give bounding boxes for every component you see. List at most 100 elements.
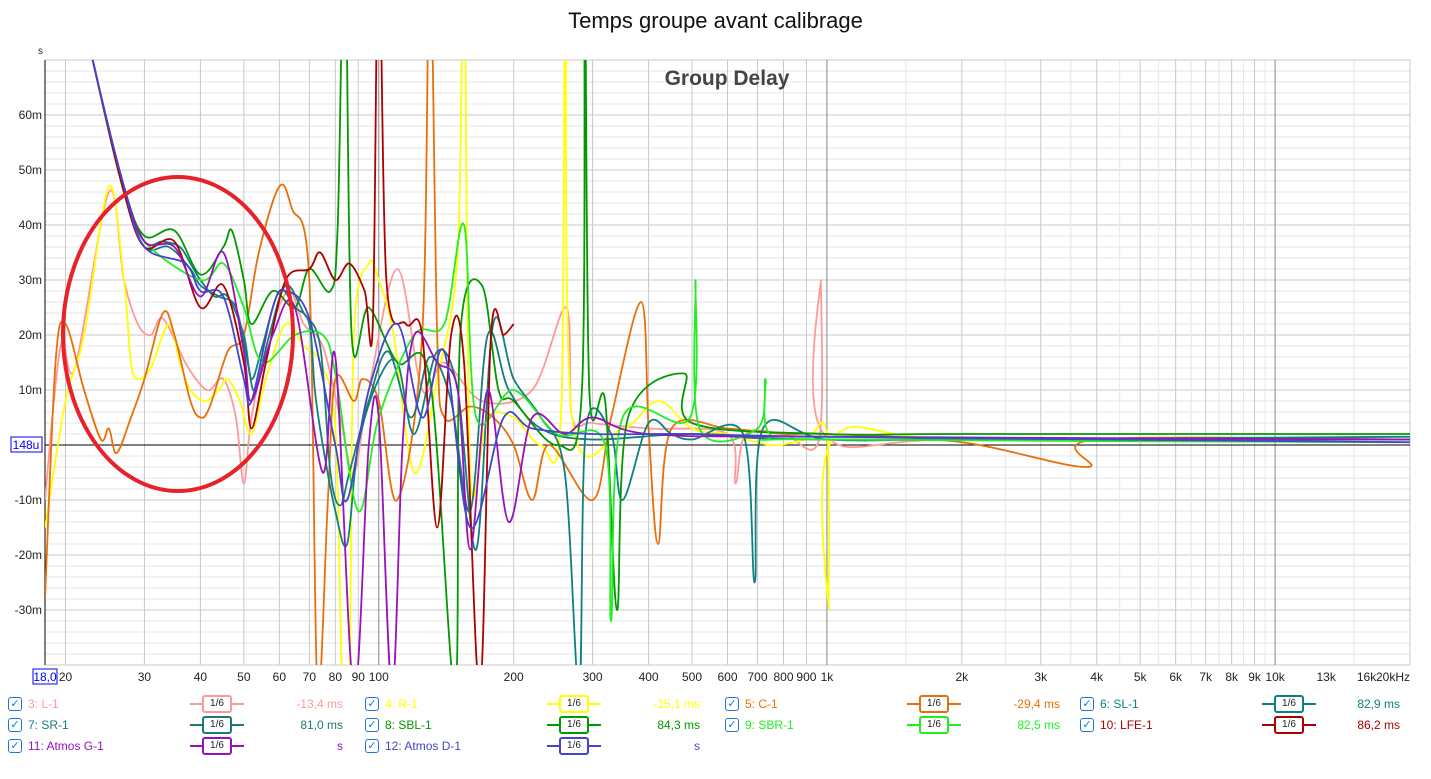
smoothing-button[interactable]: 1/6 xyxy=(559,695,589,713)
smoothing-button[interactable]: 1/6 xyxy=(559,737,589,755)
checkbox[interactable]: ✓ xyxy=(8,697,22,711)
x-start-label: 18,0 xyxy=(33,670,57,684)
legend-item: ✓ 5: C-1 1/6 -29,4 ms xyxy=(725,695,1070,713)
x-tick-label: 1k xyxy=(821,670,835,684)
x-tick-label: 900 xyxy=(796,670,816,684)
legend-label: 9: SBR-1 xyxy=(745,718,794,732)
legend-value: -29,4 ms xyxy=(1013,697,1060,711)
series-line-9-sbr-1 xyxy=(91,60,1410,622)
x-tick-label: 90 xyxy=(352,670,366,684)
legend-value: s xyxy=(694,739,700,753)
smoothing-button[interactable]: 1/6 xyxy=(919,695,949,713)
smoothing-button[interactable]: 1/6 xyxy=(202,737,232,755)
legend-label: 8: SBL-1 xyxy=(385,718,432,732)
legend-item: ✓ 6: SL-1 1/6 82,9 ms xyxy=(1080,695,1425,713)
legend-value: 86,2 ms xyxy=(1357,718,1400,732)
checkbox[interactable]: ✓ xyxy=(365,739,379,753)
y-marker-box[interactable] xyxy=(10,436,43,453)
x-tick-label: 7k xyxy=(1199,670,1213,684)
legend-item: ✓ 7: SR-1 1/6 81,0 ms xyxy=(8,716,353,734)
legend-value: 84,3 ms xyxy=(657,718,700,732)
legend-item: ✓ 4: R-1 1/6 -15,1 ms xyxy=(365,695,710,713)
legend-value: -13,4 ms xyxy=(296,697,343,711)
annotation-ellipse xyxy=(61,175,295,493)
legend-value: s xyxy=(337,739,343,753)
checkbox[interactable]: ✓ xyxy=(725,697,739,711)
x-tick-label: 500 xyxy=(682,670,702,684)
series-line-11-atmos-g-1 xyxy=(91,60,1410,665)
x-tick-label: 4k xyxy=(1090,670,1104,684)
y-marker-label: 148u xyxy=(13,438,40,452)
smoothing-button[interactable]: 1/6 xyxy=(1274,716,1304,734)
y-tick-label: 10m xyxy=(19,383,42,397)
series-line-5-c-1 xyxy=(45,60,1410,665)
x-tick-label: 700 xyxy=(747,670,767,684)
legend-item: ✓ 10: LFE-1 1/6 86,2 ms xyxy=(1080,716,1425,734)
x-tick-label: 50 xyxy=(237,670,251,684)
legend-item: ✓ 9: SBR-1 1/6 82,5 ms xyxy=(725,716,1070,734)
series-line-8-sbl-1 xyxy=(91,60,1410,665)
legend-value: 81,0 ms xyxy=(300,718,343,732)
x-tick-label: 200 xyxy=(504,670,524,684)
x-tick-label: 300 xyxy=(583,670,603,684)
x-tick-label: 60 xyxy=(273,670,287,684)
x-tick-label: 100 xyxy=(369,670,389,684)
legend-label: 7: SR-1 xyxy=(28,718,69,732)
series-line-4-r-1 xyxy=(45,60,1410,665)
legend-value: 82,5 ms xyxy=(1017,718,1060,732)
x-tick-label: 80 xyxy=(329,670,343,684)
y-tick-label: -30m xyxy=(15,603,42,617)
series-line-10-lfe-1 xyxy=(91,60,515,665)
smoothing-button[interactable]: 1/6 xyxy=(202,716,232,734)
checkbox[interactable]: ✓ xyxy=(365,697,379,711)
legend-item: ✓ 8: SBL-1 1/6 84,3 ms xyxy=(365,716,710,734)
x-tick-label: 600 xyxy=(717,670,737,684)
legend-label: 10: LFE-1 xyxy=(1100,718,1153,732)
x-tick-label: 800 xyxy=(773,670,793,684)
chart-subtitle: Group Delay xyxy=(665,67,790,90)
legend-value: -15,1 ms xyxy=(653,697,700,711)
x-tick-label: 3k xyxy=(1034,670,1048,684)
checkbox[interactable]: ✓ xyxy=(1080,697,1094,711)
legend-item: ✓ 12: Atmos D-1 1/6 s xyxy=(365,737,710,755)
legend-label: 4: R-1 xyxy=(385,697,418,711)
checkbox[interactable]: ✓ xyxy=(365,718,379,732)
x-tick-label: 2k xyxy=(955,670,969,684)
x-tick-label: 13k xyxy=(1316,670,1336,684)
x-tick-label: 6k xyxy=(1169,670,1183,684)
chart-title: Temps groupe avant calibrage xyxy=(568,8,863,33)
x-tick-label: 20 xyxy=(59,670,73,684)
smoothing-button[interactable]: 1/6 xyxy=(559,716,589,734)
checkbox[interactable]: ✓ xyxy=(8,718,22,732)
smoothing-button[interactable]: 1/6 xyxy=(202,695,232,713)
x-tick-label: 16k xyxy=(1357,670,1377,684)
legend-label: 6: SL-1 xyxy=(1100,697,1139,711)
y-unit-label: s xyxy=(38,46,43,57)
x-tick-label: 9k xyxy=(1248,670,1262,684)
x-tick-label: 30 xyxy=(138,670,152,684)
group-delay-chart: s 60m 50m 40m 30m 20m 10m -10m -20m -30m 20 30 40 50 6… xyxy=(10,46,1411,685)
x-tick-label: 5k xyxy=(1134,670,1148,684)
x-tick-label: 8k xyxy=(1225,670,1239,684)
y-tick-label: 50m xyxy=(19,163,42,177)
legend-label: 5: C-1 xyxy=(745,697,778,711)
legend-item: ✓ 3: L-1 1/6 -13,4 ms xyxy=(8,695,353,713)
legend-label: 11: Atmos G-1 xyxy=(28,739,104,753)
checkbox[interactable]: ✓ xyxy=(1080,718,1094,732)
y-tick-label: 40m xyxy=(19,218,42,232)
y-tick-label: 20m xyxy=(19,328,42,342)
x-tick-label: 70 xyxy=(303,670,317,684)
x-tick-label: 40 xyxy=(194,670,208,684)
checkbox[interactable]: ✓ xyxy=(8,739,22,753)
legend-item: ✓ 11: Atmos G-1 1/6 s xyxy=(8,737,353,755)
smoothing-button[interactable]: 1/6 xyxy=(919,716,949,734)
series-line-12-atmos-d-1 xyxy=(91,60,1410,529)
x-tick-label: 20kHz xyxy=(1376,670,1410,684)
smoothing-button[interactable]: 1/6 xyxy=(1274,695,1304,713)
x-start-box[interactable] xyxy=(32,668,58,685)
x-tick-label: 400 xyxy=(639,670,659,684)
y-tick-label: 60m xyxy=(19,108,42,122)
checkbox[interactable]: ✓ xyxy=(725,718,739,732)
y-tick-label: 30m xyxy=(19,273,42,287)
y-tick-label: -10m xyxy=(15,493,42,507)
